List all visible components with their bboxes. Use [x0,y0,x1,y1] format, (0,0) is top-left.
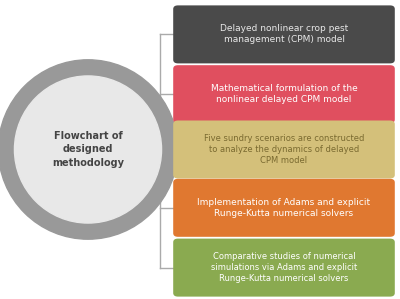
FancyBboxPatch shape [173,120,395,179]
FancyBboxPatch shape [173,65,395,123]
Text: Delayed nonlinear crop pest
management (CPM) model: Delayed nonlinear crop pest management (… [220,24,348,45]
FancyBboxPatch shape [173,179,395,237]
FancyBboxPatch shape [173,239,395,297]
Text: Five sundry scenarios are constructed
to analyze the dynamics of delayed
CPM mod: Five sundry scenarios are constructed to… [204,134,364,165]
Ellipse shape [14,76,162,223]
Text: Implementation of Adams and explicit
Runge-Kutta numerical solvers: Implementation of Adams and explicit Run… [198,198,370,218]
FancyBboxPatch shape [173,5,395,63]
Text: Flowchart of
designed
methodology: Flowchart of designed methodology [52,131,124,168]
Text: Comparative studies of numerical
simulations via Adams and explicit
Runge-Kutta : Comparative studies of numerical simulat… [211,252,357,283]
Text: Mathematical formulation of the
nonlinear delayed CPM model: Mathematical formulation of the nonlinea… [211,84,357,104]
Ellipse shape [0,60,178,239]
